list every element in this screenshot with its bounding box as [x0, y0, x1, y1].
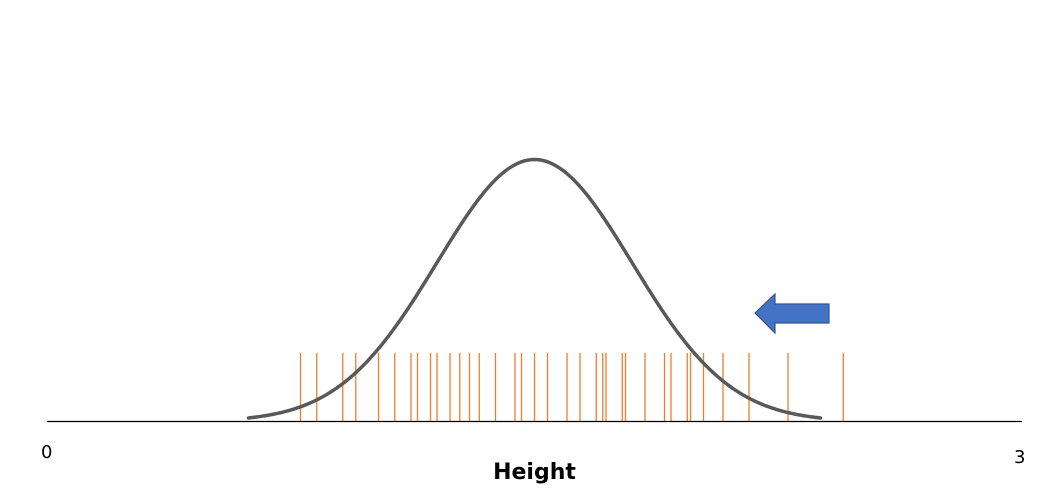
left-arrow-icon [754, 292, 830, 335]
x-axis-max-label: 3 [1014, 447, 1026, 468]
x-axis-min-label: 0 [41, 442, 53, 463]
normal-distribution-curve [246, 157, 823, 420]
x-axis-title: Height [493, 460, 576, 485]
observation-lines [299, 353, 844, 422]
